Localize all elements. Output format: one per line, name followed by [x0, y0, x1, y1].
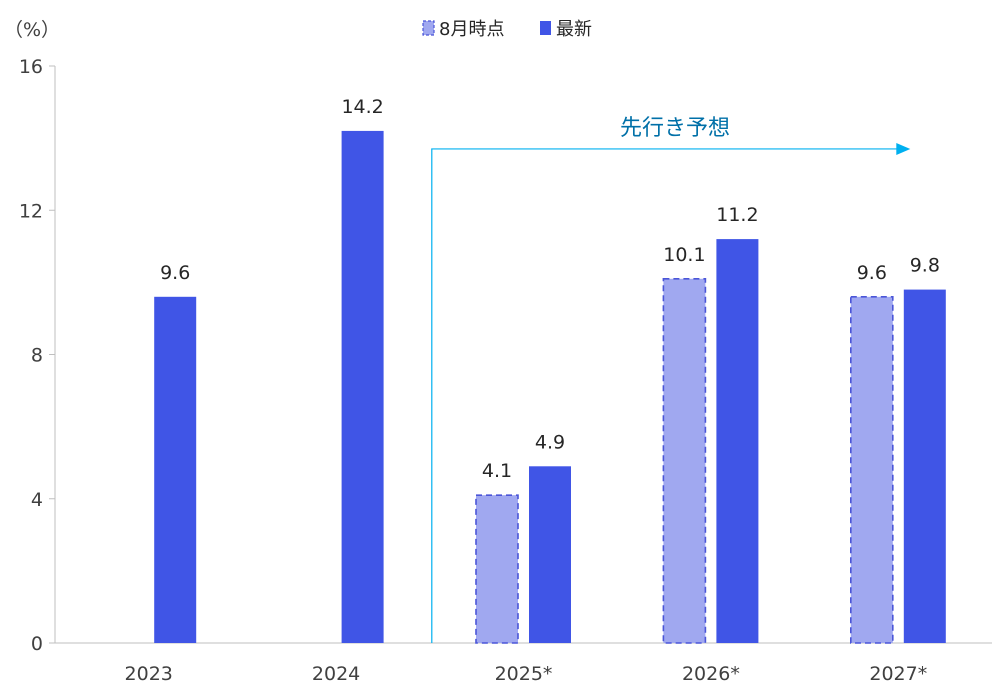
bar-series-1 [849, 295, 894, 644]
data-label-series-1: 10.1 [663, 244, 705, 266]
x-axis: 2023 2024 2025* 2026* 2027* [55, 642, 992, 685]
data-label-series-2: 9.8 [910, 255, 940, 277]
x-tick-label: 2027* [869, 663, 927, 685]
x-tick-label: 2024 [312, 663, 360, 685]
y-tick-label: 0 [31, 633, 43, 655]
bar-series-1 [662, 277, 707, 644]
y-tick-label: 16 [19, 56, 43, 78]
legend-swatch-series-1 [422, 20, 435, 36]
bar-series-2 [341, 130, 384, 644]
y-tick-label: 12 [19, 200, 43, 222]
data-label-series-2: 14.2 [341, 96, 383, 118]
y-axis: 0 4 8 12 16 [19, 56, 56, 655]
arrow-head-icon [896, 142, 911, 155]
data-label-series-2: 9.6 [160, 262, 190, 284]
y-tick-label: 4 [31, 489, 43, 511]
y-tick-label: 8 [31, 345, 43, 367]
legend-swatch-series-2 [540, 21, 551, 35]
forecast-annotation-label: 先行き予想 [620, 116, 730, 141]
legend: 8月時点 最新 [422, 19, 592, 40]
bar-series-2 [529, 466, 571, 643]
legend-label-series-2: 最新 [556, 19, 592, 40]
data-label-series-1: 9.6 [857, 262, 887, 284]
x-tick-label: 2023 [125, 663, 173, 685]
data-label-series-2: 11.2 [716, 204, 758, 226]
y-unit-label: （%） [4, 19, 60, 41]
data-labels: 9.6 14.2 4.1 4.9 10.1 11.2 9.6 9.8 [160, 96, 940, 482]
data-label-series-1: 4.1 [482, 460, 512, 482]
forecast-annotation: 先行き予想 [431, 116, 911, 643]
bar-series-2 [716, 239, 759, 643]
bars [154, 130, 946, 644]
x-tick-label: 2026* [682, 663, 740, 685]
bar-series-1 [475, 494, 519, 644]
x-tick-label: 2025* [495, 663, 553, 685]
legend-label-series-1: 8月時点 [439, 19, 504, 40]
bar-series-2 [154, 296, 197, 643]
forecast-bracket-line [431, 148, 901, 643]
data-label-series-2: 4.9 [535, 431, 565, 453]
bar-series-2 [903, 289, 946, 643]
